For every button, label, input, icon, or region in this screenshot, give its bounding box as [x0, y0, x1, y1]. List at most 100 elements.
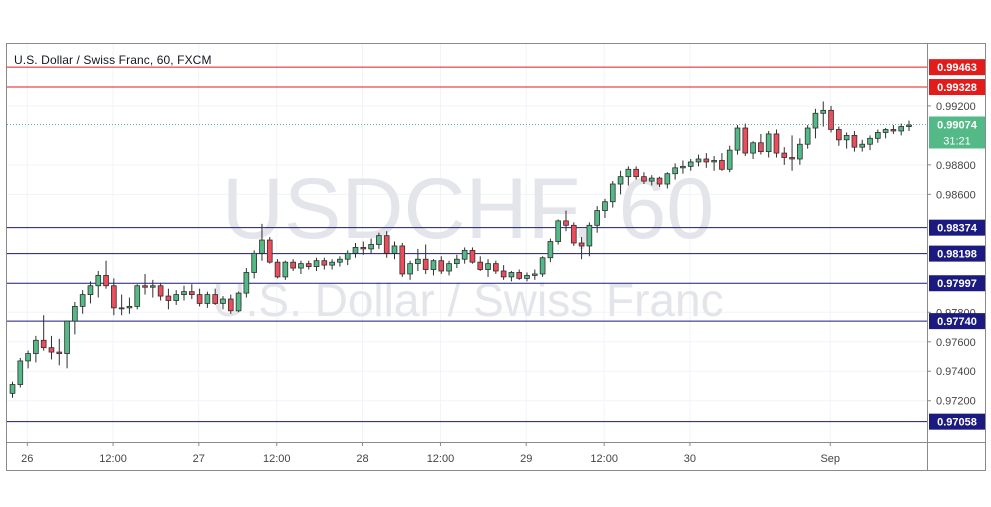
candle	[680, 160, 686, 174]
candle-body	[469, 249, 476, 263]
candle	[204, 291, 211, 308]
candle-body	[898, 126, 905, 132]
candle-body	[196, 294, 203, 304]
last-price-badge-bg	[929, 116, 985, 149]
candle-body	[578, 242, 585, 247]
candle-body	[422, 258, 429, 270]
candle-body	[391, 245, 398, 254]
candle-body	[836, 129, 842, 141]
candle	[243, 268, 250, 298]
candle	[17, 357, 24, 388]
candle-body	[750, 142, 756, 154]
candle	[578, 237, 585, 260]
candle-body	[602, 201, 608, 211]
candle	[477, 256, 484, 272]
candle-body	[103, 275, 109, 287]
candle	[95, 271, 102, 298]
candle-body	[235, 292, 242, 312]
candle	[758, 133, 764, 155]
candle-body	[758, 142, 764, 153]
candle	[508, 271, 515, 282]
candle-body	[882, 129, 889, 133]
candle	[329, 259, 335, 270]
candle	[344, 250, 351, 266]
candle	[259, 223, 265, 261]
candle	[500, 265, 507, 280]
candle	[625, 166, 632, 186]
candle	[360, 241, 367, 255]
candle	[711, 156, 717, 171]
candle-body	[828, 109, 834, 130]
candle	[789, 135, 795, 171]
candle-body	[142, 285, 148, 288]
candle	[664, 172, 671, 189]
candle-body	[454, 258, 460, 265]
time-tick-label: 12:00	[263, 453, 291, 465]
candle	[851, 130, 858, 152]
candle-body	[687, 161, 694, 167]
candle-body	[570, 224, 577, 244]
candle-body	[539, 257, 546, 275]
candle-body	[851, 134, 858, 148]
candle-body	[337, 258, 343, 263]
candles	[9, 101, 912, 398]
candle-body	[867, 137, 873, 145]
candle	[157, 282, 164, 301]
candle-body	[875, 132, 881, 139]
candle	[352, 243, 359, 258]
candle	[836, 126, 842, 146]
candle-body	[859, 143, 866, 148]
candle-body	[344, 252, 351, 260]
candle-body	[493, 263, 499, 272]
candle	[212, 288, 219, 305]
candle-body	[111, 285, 117, 309]
candle	[321, 257, 328, 270]
candle	[898, 123, 905, 136]
candle	[906, 120, 912, 131]
candle-body	[711, 160, 717, 163]
candle-body	[430, 260, 437, 270]
candle-body	[17, 360, 24, 385]
candle	[742, 123, 749, 157]
candle-body	[87, 285, 94, 295]
candle-body	[812, 112, 819, 129]
price-tick-label: 0.97200	[936, 396, 976, 408]
candle	[516, 269, 523, 280]
candle	[656, 176, 663, 187]
candle	[812, 108, 819, 139]
candle-body	[438, 260, 445, 272]
watermark-symbol: USDCHF, 60	[222, 161, 714, 257]
candle	[531, 269, 538, 280]
candle-body	[594, 210, 600, 226]
price-axis: 0.992000.988000.986000.978000.976000.974…	[927, 44, 976, 470]
candle-body	[321, 260, 328, 266]
last-price-label: 0.99074	[937, 119, 978, 131]
candle	[672, 163, 678, 180]
candle	[220, 296, 226, 310]
candle	[719, 153, 725, 171]
price-tick-label: 0.97600	[936, 337, 976, 349]
candle-body	[500, 270, 507, 278]
candle	[150, 279, 156, 298]
candle	[337, 256, 343, 267]
candle	[703, 153, 710, 168]
candle-body	[726, 149, 733, 170]
candle	[40, 315, 47, 351]
candle	[867, 135, 873, 151]
support-badge: 0.97058	[929, 413, 985, 430]
candle-body	[407, 263, 413, 275]
candle	[282, 260, 289, 280]
resistance-badge-label: 0.99463	[937, 62, 977, 74]
candle-body	[695, 158, 702, 163]
candle	[118, 294, 125, 316]
candle	[9, 381, 16, 398]
candle	[266, 237, 273, 264]
candle	[235, 291, 242, 313]
candle-body	[368, 244, 374, 250]
candle	[72, 301, 78, 335]
candle	[765, 130, 772, 158]
candle-body	[298, 263, 304, 269]
candle-body	[773, 133, 780, 154]
candle-body	[672, 167, 678, 175]
